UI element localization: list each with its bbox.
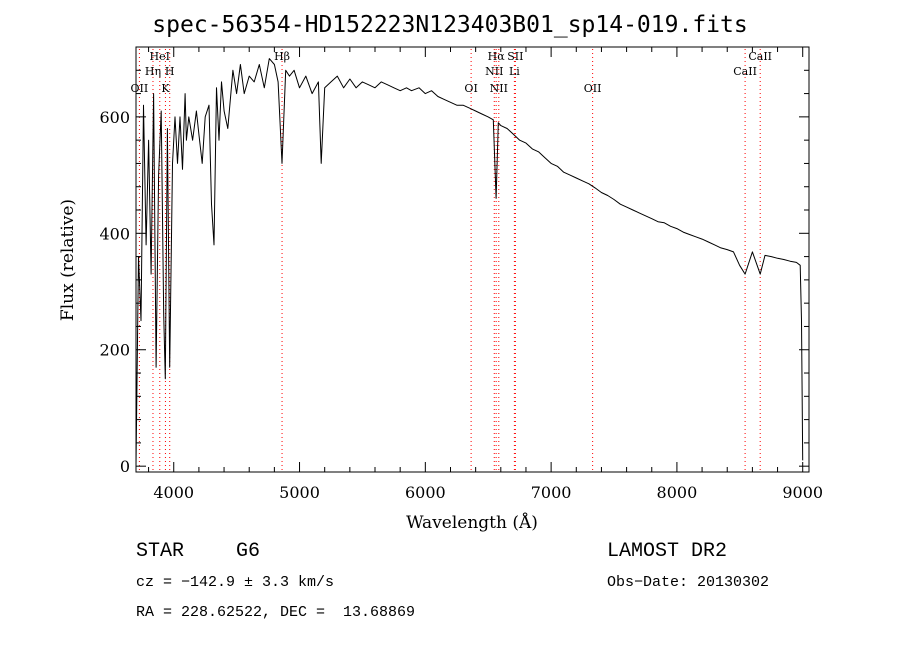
x-tick-label: 7000 bbox=[531, 483, 572, 502]
x-tick-label: 8000 bbox=[657, 483, 698, 502]
line-label: OI bbox=[464, 82, 477, 95]
x-tick-label: 5000 bbox=[279, 483, 320, 502]
line-label: Li bbox=[509, 65, 520, 78]
redshift-text: cz = −142.9 ± 3.3 km/s bbox=[136, 574, 335, 591]
y-axis-label: Flux (relative) bbox=[58, 199, 78, 321]
chart-title: spec-56354-HD152223N123403B01_sp14-019.f… bbox=[152, 12, 748, 38]
x-tick-label: 6000 bbox=[405, 483, 446, 502]
line-label: HeI bbox=[150, 50, 170, 63]
line-label: H bbox=[165, 65, 175, 78]
spectral-subclass: G6 bbox=[236, 540, 261, 563]
line-label: K bbox=[161, 82, 170, 95]
x-axis-label: Wavelength (Å) bbox=[406, 512, 538, 533]
coordinates-text: RA = 228.62522, DEC = 13.68869 bbox=[136, 604, 416, 621]
line-label: Hα bbox=[488, 50, 506, 63]
line-label: Hη bbox=[145, 65, 161, 78]
line-label: SII bbox=[507, 50, 523, 63]
y-tick-label: 600 bbox=[99, 108, 130, 127]
observation-date: Obs−Date: 20130302 bbox=[607, 574, 770, 591]
x-tick-label: 9000 bbox=[782, 483, 823, 502]
line-label: Hβ bbox=[274, 50, 290, 63]
y-tick-label: 200 bbox=[99, 341, 130, 360]
spectrum-line bbox=[135, 58, 804, 467]
axis-ticks: 4000 5000 6000 7000 8000 9000 0 200 400 600 bbox=[99, 47, 823, 502]
survey-label: LAMOST DR2 bbox=[607, 540, 728, 563]
line-label: NII bbox=[485, 65, 503, 78]
spectrum-series bbox=[135, 58, 804, 467]
line-label: CaII bbox=[748, 50, 772, 63]
x-tick-label: 4000 bbox=[153, 483, 194, 502]
y-tick-label: 400 bbox=[99, 224, 130, 243]
line-label: OII bbox=[584, 82, 602, 95]
plot-frame bbox=[135, 46, 810, 473]
spectral-line-markers bbox=[138, 49, 761, 471]
y-tick-label: 0 bbox=[120, 457, 130, 476]
line-label: NII bbox=[490, 82, 508, 95]
line-label: OII bbox=[131, 82, 149, 95]
line-label: CaII bbox=[733, 65, 757, 78]
object-type: STAR bbox=[136, 540, 185, 563]
